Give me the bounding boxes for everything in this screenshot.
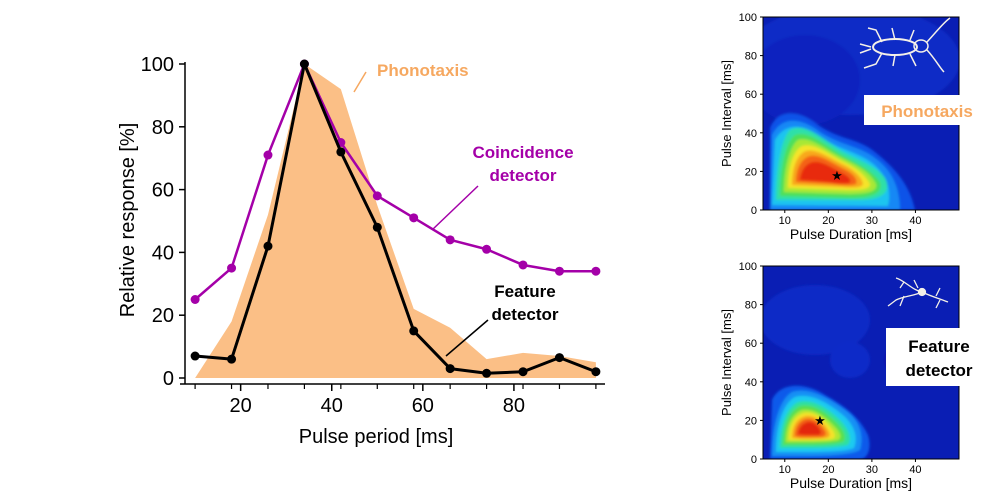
label-box [864,95,990,125]
marker-coincidence-detector [554,266,564,276]
x-tick-label: 30 [866,464,878,476]
marker-coincidence-detector [518,260,528,270]
marker-feature-detector [372,222,382,232]
x-tick-label: 20 [230,395,252,417]
marker-feature-detector [190,351,200,361]
heatmap-label-line2: detector [905,361,972,380]
main-chart: 0 20 40 60 80 100 20 40 60 80 Pulse period [ms] R… [117,54,605,448]
x-tick-label: 40 [909,464,921,476]
heatmap-surface: ★ [763,17,959,210]
x-axis-label: Pulse Duration [ms] [790,475,912,491]
plot-area: 0 20 40 60 80 100 20 40 60 80 [141,54,605,417]
leader-line-coincidence [431,185,479,231]
y-tick-label: 20 [152,305,174,327]
y-tick-label: 80 [745,51,757,63]
y-axis-label: Pulse Interval [ms] [719,309,734,416]
y-axis-label: Relative response [%] [117,123,139,318]
x-tick-label: 20 [822,215,834,227]
peak-star: ★ [814,413,826,428]
marker-feature-detector [445,364,455,374]
annotation-phonotaxis: Phonotaxis [377,61,469,80]
x-tick-label: 10 [779,464,791,476]
y-axis-label: Pulse Interval [ms] [719,60,734,167]
y-tick-label: 100 [141,54,174,76]
x-tick-label: 20 [822,464,834,476]
marker-coincidence-detector [445,235,455,245]
x-tick-label: 40 [321,395,343,417]
leader-line-feature [445,319,489,357]
y-tick-label: 100 [739,261,757,273]
annotation-feature-line1: Feature [494,282,555,301]
x-tick-label: 60 [412,395,434,417]
y-tick-label: 0 [751,205,757,217]
neuron-icon [887,277,949,309]
x-tick-label: 40 [909,215,921,227]
marker-coincidence-detector [190,295,200,304]
series-line-feature-detector [194,62,597,375]
annotation-feature-line2: detector [491,305,558,324]
marker-feature-detector [554,353,564,363]
marker-coincidence-detector [372,191,382,201]
marker-coincidence-detector [263,150,273,160]
heatmap-label: Phonotaxis [881,102,973,121]
peak-star: ★ [831,168,843,183]
marker-feature-detector [336,147,346,157]
x-tick-label: 10 [779,215,791,227]
y-tick-label: 80 [745,300,757,312]
x-tick-label: 80 [503,395,525,417]
y-tick-label: 100 [739,12,757,24]
marker-feature-detector [409,326,419,336]
marker-feature-detector [263,241,273,251]
marker-feature-detector [518,367,528,377]
y-tick-label: 60 [745,338,757,350]
y-tick-label: 60 [745,89,757,101]
y-tick-label: 60 [152,180,174,202]
annotation-coincidence-line1: Coincidence [472,143,573,162]
marker-feature-detector [591,367,601,377]
marker-coincidence-detector [227,263,237,273]
y-tick-label: 40 [152,242,174,264]
series-area-phonotaxis [195,64,596,378]
label-box [886,328,992,386]
y-tick-label: 80 [152,117,174,139]
annotation-coincidence-line2: detector [489,166,556,185]
y-tick-label: 20 [745,166,757,178]
series-line-coincidence-detector [194,62,596,301]
y-tick-label: 20 [745,415,757,427]
y-tick-label: 0 [163,368,174,390]
y-tick-label: 0 [751,454,757,466]
cricket-icon [859,17,951,73]
heatmap-label-line1: Feature [908,337,969,356]
y-tick-label: 40 [745,377,757,389]
marker-feature-detector [227,354,237,364]
marker-feature-detector [482,368,492,378]
marker-feature-detector [299,59,309,69]
x-axis-label: Pulse period [ms] [299,426,454,448]
marker-coincidence-detector [591,266,601,276]
y-tick-label: 40 [745,128,757,140]
x-axis-label: Pulse Duration [ms] [790,226,912,242]
marker-coincidence-detector [482,244,492,254]
leader-line-phonotaxis [353,71,367,93]
x-tick-label: 30 [866,215,878,227]
marker-coincidence-detector [409,213,419,223]
